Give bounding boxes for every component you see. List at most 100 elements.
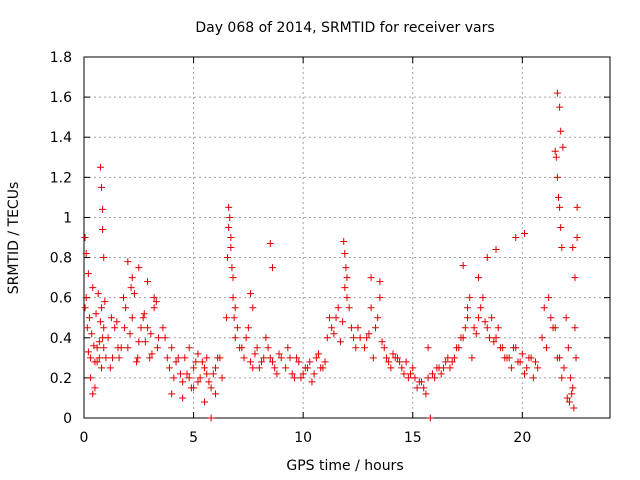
data-point: [124, 258, 132, 266]
data-point: [218, 374, 226, 382]
data-point: [194, 378, 202, 386]
data-point: [146, 354, 154, 362]
data-point: [233, 324, 241, 332]
data-point: [446, 364, 454, 372]
data-point: [343, 274, 351, 282]
y-tick-label: 0.8: [50, 251, 72, 267]
data-point: [224, 254, 232, 262]
data-point: [442, 358, 450, 366]
data-point: [290, 374, 298, 382]
data-point: [553, 89, 561, 97]
data-point: [540, 304, 548, 312]
data-point: [545, 294, 553, 302]
data-point: [89, 390, 97, 398]
x-tick-label: 0: [80, 430, 89, 446]
data-point: [122, 304, 130, 312]
y-axis-label: SRMTID / TECUs: [6, 182, 22, 295]
data-point: [400, 370, 408, 378]
data-point: [521, 229, 529, 237]
data-point: [99, 225, 107, 233]
data-point: [163, 354, 171, 362]
data-point: [361, 344, 369, 352]
data-point: [225, 223, 233, 231]
data-point: [144, 324, 152, 332]
data-point: [249, 364, 257, 372]
data-point: [137, 324, 145, 332]
data-point: [569, 384, 577, 392]
data-point: [363, 334, 371, 342]
data-point: [91, 384, 99, 392]
data-point: [492, 334, 500, 342]
data-point: [301, 364, 309, 372]
data-point: [201, 398, 209, 406]
data-point: [376, 278, 384, 286]
data-point: [229, 294, 237, 302]
data-point: [222, 314, 230, 322]
data-point: [385, 358, 393, 366]
data-point: [573, 203, 581, 211]
data-point: [141, 338, 149, 346]
data-point: [464, 304, 472, 312]
data-point: [196, 374, 204, 382]
data-point: [367, 304, 375, 312]
data-point: [422, 390, 430, 398]
data-point: [102, 354, 110, 362]
data-point: [94, 290, 102, 298]
data-point: [448, 358, 456, 366]
data-point: [477, 304, 485, 312]
data-point: [409, 364, 417, 372]
y-tick-label: 0: [63, 411, 72, 427]
data-point: [170, 374, 178, 382]
data-point: [288, 370, 296, 378]
data-point: [96, 318, 104, 326]
data-point: [562, 314, 570, 322]
data-point: [352, 344, 360, 352]
data-point: [227, 244, 235, 252]
data-point: [114, 344, 122, 352]
data-point: [84, 348, 92, 356]
data-point: [570, 404, 578, 412]
data-point: [82, 250, 90, 258]
data-point: [295, 358, 303, 366]
data-point: [159, 324, 167, 332]
data-point: [277, 354, 285, 362]
data-point: [547, 314, 555, 322]
data-point: [450, 354, 458, 362]
data-point: [212, 364, 219, 372]
data-point: [350, 334, 358, 342]
data-point: [135, 338, 143, 346]
data-point: [93, 358, 101, 366]
data-point: [529, 374, 537, 382]
data-point: [81, 304, 89, 312]
data-point: [153, 344, 161, 352]
data-point: [286, 354, 294, 362]
data-point: [140, 310, 148, 318]
data-point: [439, 364, 447, 372]
data-point: [168, 344, 176, 352]
data-point: [181, 354, 189, 362]
data-point: [255, 364, 263, 372]
data-point: [100, 344, 108, 352]
data-point: [402, 358, 410, 366]
data-point: [150, 294, 158, 302]
data-point: [183, 370, 191, 378]
data-point: [176, 370, 184, 378]
data-point: [571, 324, 579, 332]
data-point: [282, 364, 290, 372]
data-point: [341, 250, 349, 258]
data-point: [231, 334, 239, 342]
data-point: [106, 364, 114, 372]
data-point: [431, 374, 439, 382]
data-point: [499, 344, 507, 352]
data-point: [229, 274, 237, 282]
data-point: [107, 314, 115, 322]
data-point: [426, 414, 434, 422]
axis-ticks: 0 0.2 0.4 0.6 0.8 1 1.2 1.4 1.6 1.8 0 5 10 15 20: [50, 50, 610, 446]
data-point: [444, 354, 452, 362]
data-point: [551, 147, 559, 155]
data-point: [531, 358, 539, 366]
data-point: [339, 318, 347, 326]
data-point: [242, 334, 250, 342]
data-point: [567, 374, 575, 382]
data-point: [488, 314, 496, 322]
